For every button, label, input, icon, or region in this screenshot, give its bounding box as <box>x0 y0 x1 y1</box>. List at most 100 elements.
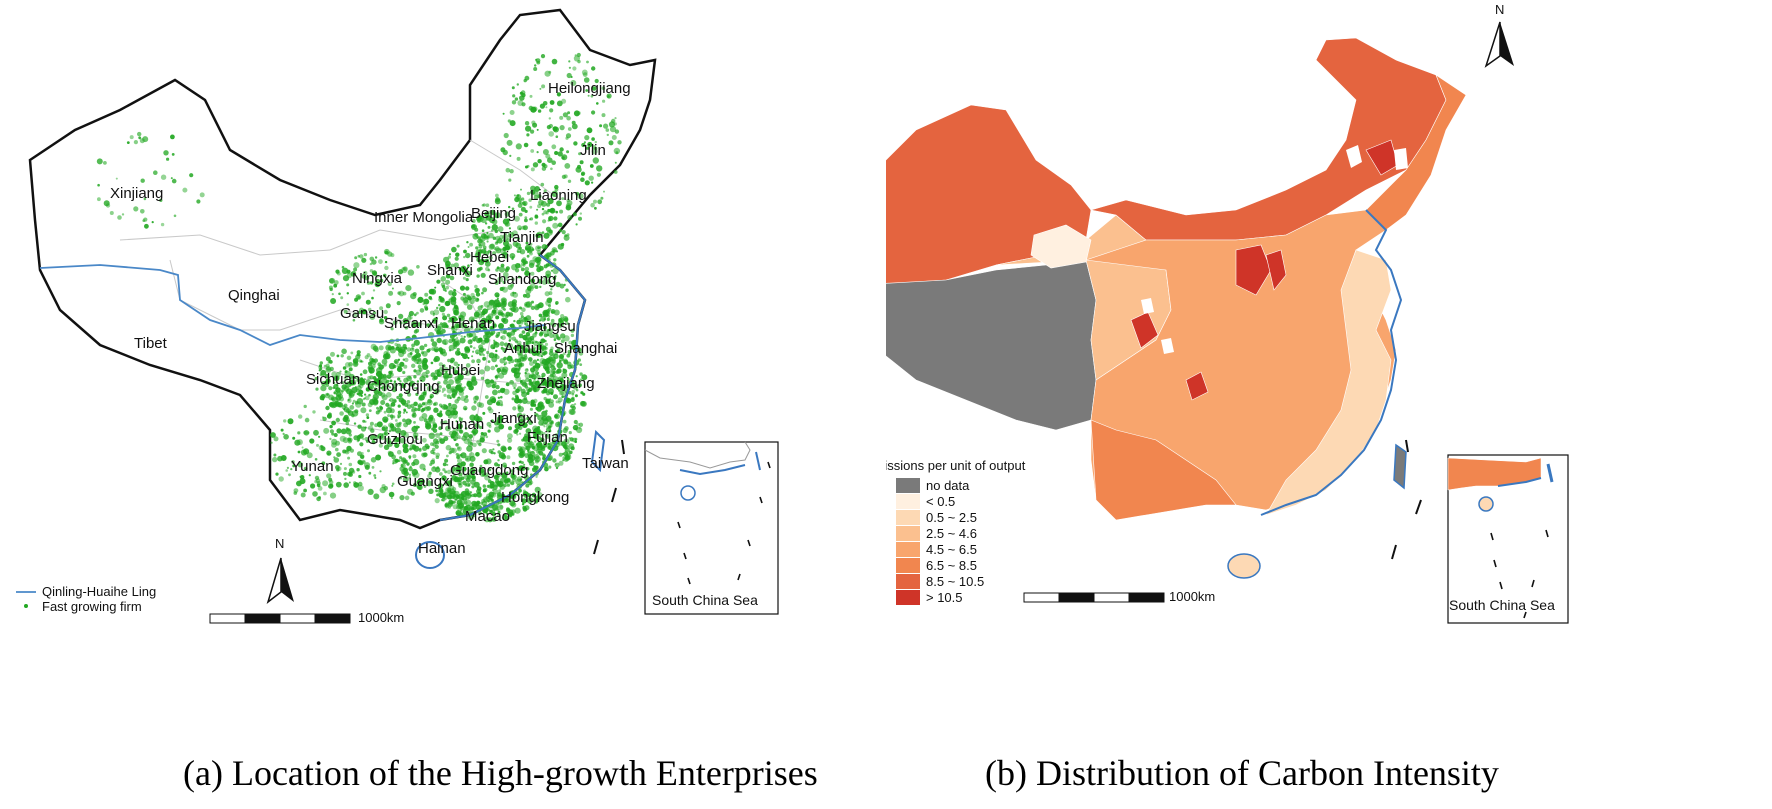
firm-dot <box>442 387 446 392</box>
firm-dot <box>548 304 551 308</box>
firm-dot <box>547 157 553 163</box>
firm-dot <box>282 432 285 435</box>
firm-dot <box>472 431 477 436</box>
firm-dot <box>574 440 577 444</box>
label-hubei: Hubei <box>441 362 480 379</box>
firm-dot <box>474 395 480 401</box>
scale-label-b: 1000km <box>1169 589 1215 604</box>
firm-dot <box>466 474 471 479</box>
firm-dot <box>483 348 487 352</box>
firm-dot <box>414 348 420 354</box>
firm-dot <box>530 278 535 284</box>
firm-dot <box>160 222 165 227</box>
firm-dot <box>526 349 529 352</box>
firm-dot <box>506 478 511 483</box>
firm-dot <box>407 269 415 276</box>
firm-dot <box>549 398 552 401</box>
firm-dot <box>446 394 451 399</box>
firm-dot <box>523 442 529 447</box>
firm-dot <box>453 361 459 367</box>
firm-dot <box>560 333 566 339</box>
firm-dot <box>423 468 426 471</box>
firm-dot <box>470 292 475 298</box>
firm-dot <box>514 338 518 343</box>
firm-dot <box>550 284 554 288</box>
firm-dot <box>532 498 536 502</box>
firm-dot <box>483 459 489 465</box>
firm-dot <box>476 257 481 262</box>
firm-dot <box>596 165 603 172</box>
firm-dot <box>578 422 584 427</box>
firm-dot <box>448 402 452 407</box>
firm-dot <box>473 346 476 350</box>
north-label-a: N <box>275 536 284 551</box>
caption-a: (a) Location of the High-growth Enterpri… <box>183 753 818 793</box>
firm-dot <box>457 351 461 356</box>
firm-dots <box>96 52 622 523</box>
firm-dot <box>388 422 394 428</box>
firm-dot <box>368 471 372 475</box>
firm-dot <box>456 455 460 460</box>
firm-dot <box>574 54 577 57</box>
firm-dot <box>464 455 471 462</box>
firm-dot <box>536 358 540 361</box>
firm-dot <box>524 353 528 357</box>
firm-dot <box>397 348 403 354</box>
firm-dot <box>450 263 455 268</box>
firm-dot <box>292 436 296 440</box>
firm-dot <box>585 89 589 92</box>
firm-dot <box>511 207 515 211</box>
firm-dot <box>552 222 559 229</box>
firm-dot <box>492 489 499 495</box>
firm-dot <box>503 271 509 278</box>
firm-dot <box>480 432 484 436</box>
firm-dot <box>469 462 474 468</box>
firm-dot <box>487 360 491 363</box>
firm-dot <box>436 412 441 417</box>
firm-dot <box>470 507 475 511</box>
firm-dot <box>491 309 497 314</box>
firm-dot <box>559 229 562 233</box>
firm-dot <box>446 489 449 492</box>
firm-dot <box>397 404 401 408</box>
firm-dot <box>513 319 516 323</box>
firm-dot <box>482 250 487 254</box>
firm-dot <box>558 360 562 363</box>
firm-dot <box>562 316 569 322</box>
firm-dot <box>353 262 360 269</box>
firm-dot <box>467 246 470 248</box>
firm-dot <box>390 497 393 500</box>
firm-dot <box>292 464 296 468</box>
firm-dot <box>451 447 457 454</box>
firm-dot <box>428 325 432 328</box>
firm-dot <box>548 442 554 447</box>
firm-dot <box>518 362 523 366</box>
firm-dot <box>475 297 480 303</box>
inset-south-china-sea-b: South China Sea <box>1447 454 1569 624</box>
firm-dot <box>419 375 426 382</box>
firm-dot <box>543 443 547 448</box>
firm-dot <box>299 478 306 485</box>
firm-dot <box>544 346 548 350</box>
label-beijing: Beijing <box>471 205 516 222</box>
firm-dot <box>457 446 461 450</box>
firm-dot <box>439 305 446 313</box>
firm-dot <box>97 197 101 202</box>
firm-dot <box>437 381 441 385</box>
panel-firm-locations-map: Heilongjiang Jilin Xinjiang Liaoning Inn… <box>0 0 886 740</box>
firm-dot <box>323 427 330 434</box>
firm-dot <box>508 312 514 317</box>
firm-dot <box>455 443 459 447</box>
firm-dot <box>451 466 456 472</box>
firm-dot <box>341 265 345 269</box>
firm-dot <box>319 361 323 365</box>
firm-dot <box>459 383 463 386</box>
firm-dot <box>555 301 559 305</box>
firm-dot <box>554 342 558 346</box>
firm-dot <box>480 501 484 505</box>
firm-dot <box>441 312 445 316</box>
firm-dot <box>351 413 355 418</box>
firm-dot <box>427 399 433 406</box>
firm-dot <box>524 338 527 341</box>
firm-dot <box>449 275 455 281</box>
